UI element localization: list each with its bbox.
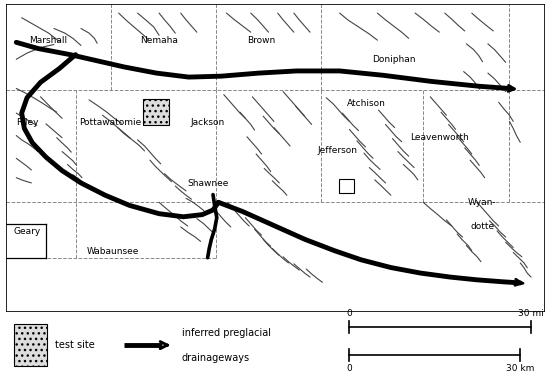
Text: Brown: Brown [248,36,276,45]
Text: Geary: Geary [13,227,41,236]
Text: 30 mi: 30 mi [518,308,543,318]
Text: 0: 0 [346,308,352,318]
Text: Jackson: Jackson [190,118,225,127]
Text: Leavenworth: Leavenworth [410,133,469,142]
Text: Atchison: Atchison [347,99,386,108]
Text: Marshall: Marshall [30,36,68,45]
Text: Wabaunsee: Wabaunsee [87,247,140,256]
Text: Jefferson: Jefferson [317,146,357,154]
Text: Pottawatomie: Pottawatomie [80,118,142,127]
Text: Doniphan: Doniphan [372,55,415,64]
Text: inferred preglacial: inferred preglacial [182,328,271,338]
Text: Nemaha: Nemaha [140,36,178,45]
Bar [339,179,354,193]
Text: drainageways: drainageways [182,353,250,363]
Text: Wyan-: Wyan- [468,198,497,207]
Text: Riley: Riley [16,118,39,127]
Text: test site: test site [55,340,95,350]
FancyBboxPatch shape [143,99,169,125]
Text: Shawnee: Shawnee [187,179,228,188]
FancyBboxPatch shape [14,324,47,366]
Text: dotte: dotte [470,223,494,231]
Text: 0: 0 [346,365,352,373]
Text: 30 km: 30 km [505,365,534,373]
